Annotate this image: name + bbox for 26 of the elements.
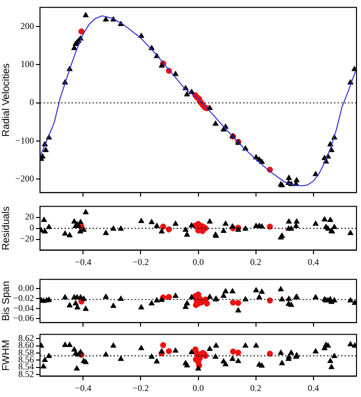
y-tick-label: −200 xyxy=(15,174,34,184)
y-tick-label: −0.02 xyxy=(13,292,34,303)
y-tick-label: 200 xyxy=(20,20,34,31)
y-tick-label: −100 xyxy=(15,135,34,146)
y-axis-title: Bis Span xyxy=(0,280,12,322)
x-tick-label: −0.4 xyxy=(74,256,92,267)
x-tick-label: −0.2 xyxy=(132,256,149,267)
x-tick-label: −0.2 xyxy=(132,382,149,393)
x-tick-label: 0.2 xyxy=(250,256,262,267)
x-tick-label: 0.4 xyxy=(308,256,320,267)
x-tick-label: 0.0 xyxy=(192,256,204,267)
y-axis-title: Residuals xyxy=(0,206,12,250)
y-axis-title: FWHM xyxy=(0,340,12,371)
x-tick-label: −0.4 xyxy=(74,382,92,393)
y-tick-label: 100 xyxy=(20,59,34,70)
y-tick-label: 0 xyxy=(30,222,34,233)
y-tick-label: 0.00 xyxy=(18,282,34,293)
y-axis-title: Radial Velocities xyxy=(0,63,12,137)
x-tick-label: 0.4 xyxy=(308,382,320,393)
x-tick-label: 0.2 xyxy=(250,382,262,393)
y-tick-label: 20 xyxy=(25,212,34,222)
y-tick-label: −20 xyxy=(20,234,34,244)
y-tick-label: −0.06 xyxy=(13,312,34,323)
x-tick-label: 0.0 xyxy=(192,382,204,393)
y-tick-label: −0.04 xyxy=(13,302,34,313)
y-tick-label: 0 xyxy=(30,97,34,108)
